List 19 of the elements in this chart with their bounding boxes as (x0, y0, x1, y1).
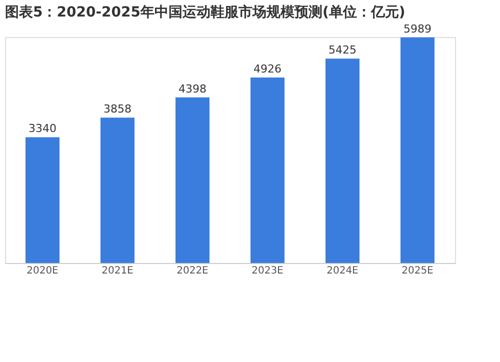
x-tick-label: 2024E (326, 266, 358, 276)
chart-title: 图表5：2020-2025年中国运动鞋服市场规模预测(单位：亿元) (5, 3, 406, 20)
x-tick-label: 2020E (26, 266, 58, 276)
data-label: 3858 (104, 102, 132, 116)
data-label: 3340 (28, 122, 56, 136)
data-label: 5425 (328, 44, 356, 57)
bar (100, 118, 134, 263)
x-tick-label: 2023E (252, 266, 284, 276)
x-tick-label: 2025E (402, 266, 434, 276)
data-label: 4398 (178, 82, 206, 96)
x-tick-label: 2022E (176, 266, 208, 276)
bar (26, 137, 60, 263)
data-label: 5989 (404, 22, 432, 36)
bar (326, 58, 360, 263)
x-tick-label: 2021E (102, 266, 134, 276)
bar (400, 37, 434, 263)
bar (176, 97, 210, 263)
bar (250, 77, 284, 263)
data-label: 4926 (254, 62, 282, 76)
